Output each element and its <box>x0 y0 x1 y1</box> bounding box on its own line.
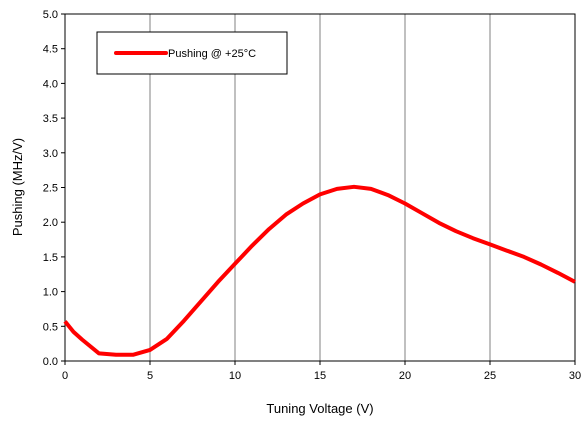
series-line <box>63 184 576 357</box>
x-tick-label: 30 <box>569 370 581 382</box>
legend: Pushing @ +25°C <box>96 31 288 75</box>
x-tick-label: 20 <box>399 370 411 382</box>
y-tick-label: 4.5 <box>43 44 58 56</box>
tick-layer: 0 5 10 15 20 25 30 0.0 0.5 1.0 1.5 2.0 2.5 3.0 3.5 4.0 4… <box>43 9 581 382</box>
y-tick-label: 1.5 <box>43 252 58 264</box>
y-tick-label: 4.0 <box>43 78 58 90</box>
x-tick-label: 10 <box>229 370 241 382</box>
x-tick-label: 15 <box>314 370 326 382</box>
y-tick-label: 2.0 <box>43 217 58 229</box>
series-layer <box>63 184 576 357</box>
y-tick-label: 0.5 <box>43 321 58 333</box>
y-tick-label: 1.0 <box>43 287 58 299</box>
y-tick-label: 0.0 <box>43 356 58 368</box>
x-tick-label: 25 <box>484 370 496 382</box>
x-axis-title: Tuning Voltage (V) <box>266 401 373 416</box>
y-tick-label: 3.0 <box>43 148 58 160</box>
legend-label: Pushing @ +25°C <box>168 48 256 60</box>
y-axis-title: Pushing (MHz/V) <box>10 138 25 236</box>
x-tick-label: 0 <box>62 370 68 382</box>
y-tick-label: 2.5 <box>43 183 58 195</box>
y-tick-label: 3.5 <box>43 113 58 125</box>
x-tick-label: 5 <box>147 370 153 382</box>
y-tick-label: 5.0 <box>43 9 58 21</box>
